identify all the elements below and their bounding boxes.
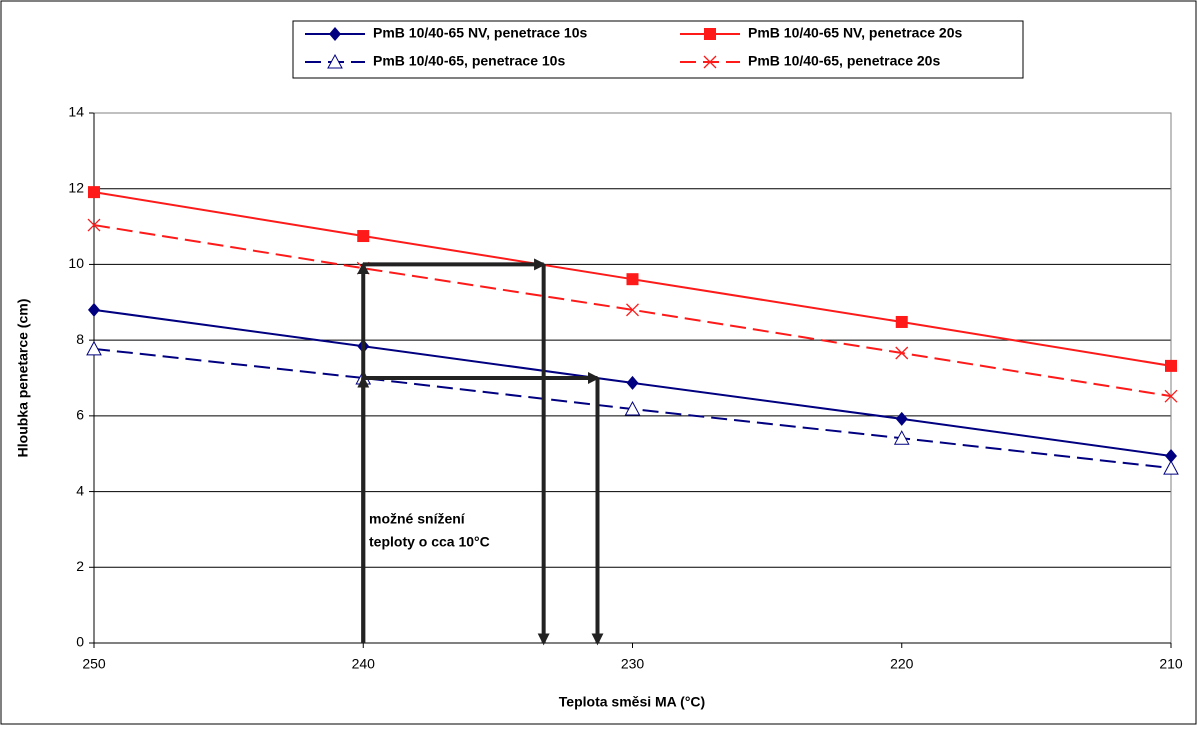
marker xyxy=(895,315,908,328)
marker xyxy=(1165,359,1177,372)
marker xyxy=(1165,448,1177,463)
x-tick-label: 250 xyxy=(82,656,106,672)
marker xyxy=(626,375,639,390)
y-tick-label: 10 xyxy=(68,255,84,271)
x-tick-label: 240 xyxy=(352,656,376,672)
y-tick-label: 6 xyxy=(76,407,84,423)
legend-marker xyxy=(327,53,343,69)
y-tick-label: 2 xyxy=(76,558,84,574)
y-tick-label: 8 xyxy=(76,331,84,347)
legend-marker xyxy=(703,55,717,69)
legend-marker xyxy=(704,28,716,40)
marker xyxy=(88,302,100,317)
legend-box xyxy=(292,20,1024,79)
marker xyxy=(87,218,101,232)
y-tick-label: 12 xyxy=(68,179,84,195)
legend-label: PmB 10/40-65, penetrace 10s xyxy=(373,53,565,69)
y-tick-label: 14 xyxy=(68,104,84,120)
y-tick-label: 4 xyxy=(76,482,84,498)
y-tick-label: 0 xyxy=(76,634,84,650)
marker xyxy=(626,273,639,286)
marker xyxy=(88,186,100,199)
marker xyxy=(1164,389,1178,403)
marker xyxy=(624,400,641,416)
legend-label: PmB 10/40-65, penetrace 20s xyxy=(748,53,940,69)
marker xyxy=(86,340,102,356)
x-tick-label: 210 xyxy=(1159,656,1183,672)
marker xyxy=(626,303,639,317)
y-axis-label: Hloubka penetarce (cm) xyxy=(15,299,31,458)
x-tick-label: 220 xyxy=(890,656,914,672)
annotation: teploty o cca 10°C xyxy=(369,534,490,550)
legend-label: PmB 10/40-65 NV, penetrace 20s xyxy=(748,25,962,41)
legend-label: PmB 10/40-65 NV, penetrace 10s xyxy=(373,25,587,41)
legend-marker xyxy=(329,27,341,41)
marker xyxy=(895,346,909,360)
series-line xyxy=(93,224,1172,398)
marker xyxy=(357,230,370,243)
x-tick-label: 230 xyxy=(621,656,645,672)
marker xyxy=(893,430,910,445)
marker xyxy=(895,411,908,426)
x-axis-label: Teplota směsi MA (°C) xyxy=(559,694,705,710)
marker xyxy=(1163,460,1179,475)
annotation: možné snížení xyxy=(369,511,466,527)
